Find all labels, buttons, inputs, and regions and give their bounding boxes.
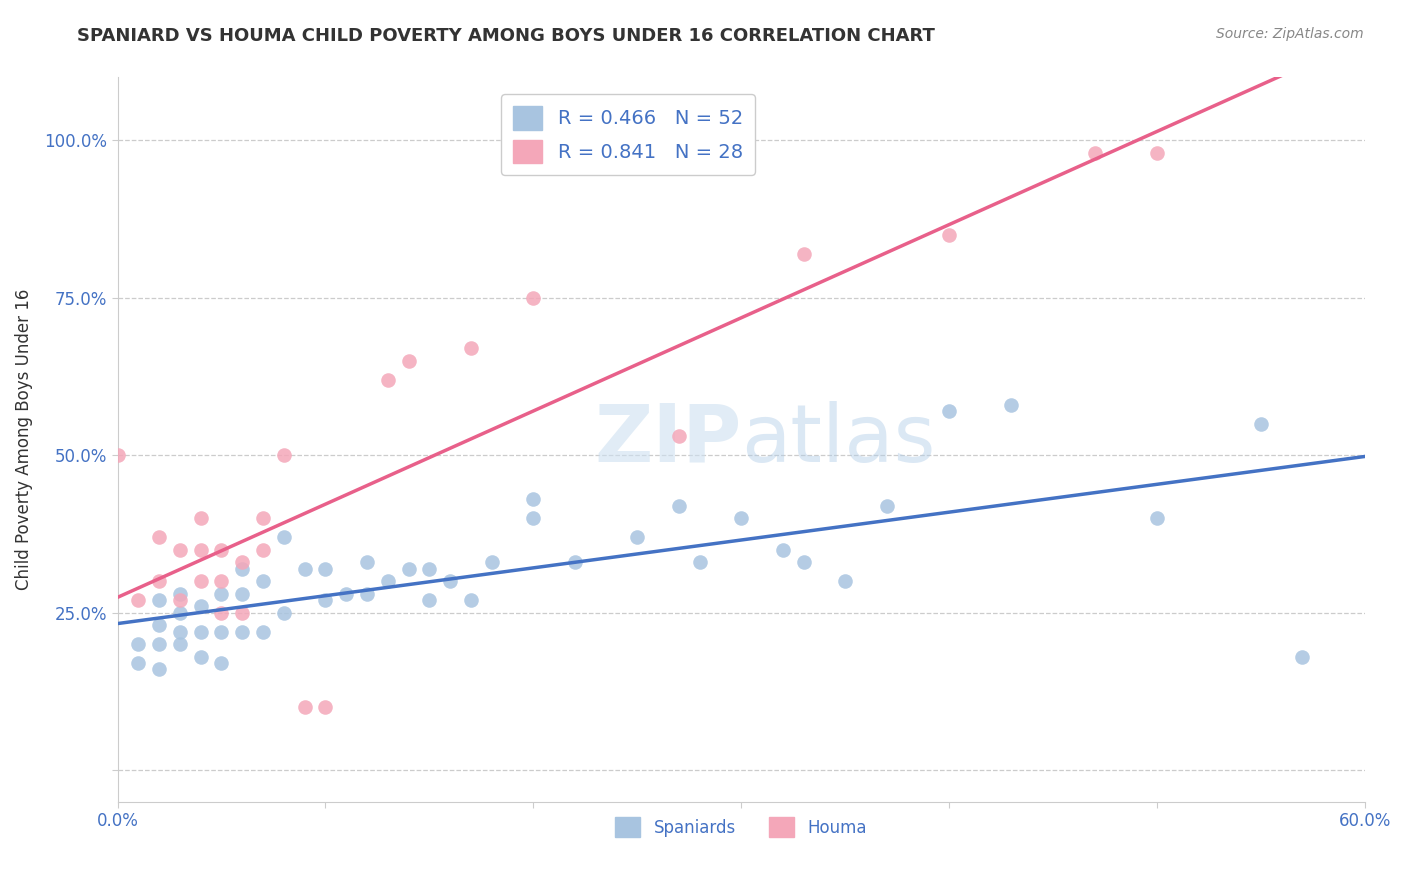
Point — [169, 587, 191, 601]
Point — [211, 656, 233, 670]
Point — [1083, 146, 1105, 161]
Point — [231, 555, 253, 569]
Point — [772, 542, 794, 557]
Point — [356, 555, 378, 569]
Point — [294, 700, 316, 714]
Point — [377, 373, 399, 387]
Point — [190, 511, 212, 525]
Point — [169, 624, 191, 639]
Point — [231, 624, 253, 639]
Point — [252, 511, 274, 525]
Point — [1291, 649, 1313, 664]
Point — [190, 599, 212, 614]
Point — [127, 656, 149, 670]
Point — [522, 291, 544, 305]
Point — [273, 530, 295, 544]
Point — [169, 542, 191, 557]
Point — [169, 606, 191, 620]
Point — [211, 587, 233, 601]
Point — [522, 492, 544, 507]
Point — [356, 587, 378, 601]
Text: SPANIARD VS HOUMA CHILD POVERTY AMONG BOYS UNDER 16 CORRELATION CHART: SPANIARD VS HOUMA CHILD POVERTY AMONG BO… — [77, 27, 935, 45]
Point — [834, 574, 856, 589]
Point — [1000, 398, 1022, 412]
Point — [148, 530, 170, 544]
Point — [522, 511, 544, 525]
Point — [148, 618, 170, 632]
Point — [689, 555, 711, 569]
Point — [314, 700, 336, 714]
Point — [148, 593, 170, 607]
Point — [398, 353, 420, 368]
Point — [252, 574, 274, 589]
Point — [377, 574, 399, 589]
Text: Source: ZipAtlas.com: Source: ZipAtlas.com — [1216, 27, 1364, 41]
Point — [148, 662, 170, 676]
Point — [127, 637, 149, 651]
Point — [1146, 511, 1168, 525]
Point — [793, 555, 815, 569]
Point — [231, 587, 253, 601]
Point — [938, 404, 960, 418]
Point — [273, 448, 295, 462]
Point — [398, 561, 420, 575]
Text: atlas: atlas — [741, 401, 935, 478]
Point — [190, 624, 212, 639]
Point — [1146, 146, 1168, 161]
Point — [876, 499, 898, 513]
Point — [1250, 417, 1272, 431]
Point — [211, 574, 233, 589]
Point — [564, 555, 586, 569]
Point — [294, 561, 316, 575]
Point — [127, 593, 149, 607]
Point — [252, 542, 274, 557]
Point — [626, 530, 648, 544]
Point — [668, 429, 690, 443]
Point — [273, 606, 295, 620]
Text: ZIP: ZIP — [593, 401, 741, 478]
Point — [793, 246, 815, 260]
Point — [211, 606, 233, 620]
Point — [190, 542, 212, 557]
Point — [418, 561, 440, 575]
Point — [169, 637, 191, 651]
Point — [169, 593, 191, 607]
Point — [418, 593, 440, 607]
Legend: Spaniards, Houma: Spaniards, Houma — [609, 810, 873, 844]
Point — [252, 624, 274, 639]
Point — [148, 574, 170, 589]
Y-axis label: Child Poverty Among Boys Under 16: Child Poverty Among Boys Under 16 — [15, 289, 32, 591]
Point — [481, 555, 503, 569]
Point — [231, 561, 253, 575]
Point — [730, 511, 752, 525]
Point — [938, 227, 960, 242]
Point — [439, 574, 461, 589]
Point — [211, 624, 233, 639]
Point — [335, 587, 357, 601]
Point — [107, 448, 129, 462]
Point — [190, 574, 212, 589]
Point — [460, 341, 482, 355]
Point — [190, 649, 212, 664]
Point — [668, 499, 690, 513]
Point — [460, 593, 482, 607]
Point — [148, 637, 170, 651]
Point — [314, 593, 336, 607]
Point — [211, 542, 233, 557]
Point — [314, 561, 336, 575]
Point — [231, 606, 253, 620]
